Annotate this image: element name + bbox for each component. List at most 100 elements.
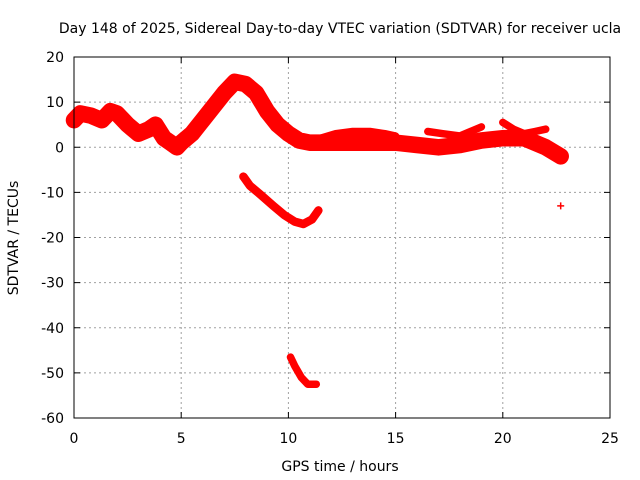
series-upper-arc-20-22: [499, 118, 550, 138]
data-point: [149, 123, 156, 130]
data-point: [238, 80, 245, 87]
data-point: [266, 111, 273, 118]
data-point: [535, 127, 542, 134]
data-point: [542, 144, 549, 151]
data-point: [223, 87, 230, 94]
data-point: [101, 114, 108, 121]
data-point: [456, 132, 463, 139]
data-point: [261, 104, 268, 111]
data-point: [161, 135, 168, 142]
data-point: [531, 128, 538, 135]
data-point: [299, 138, 306, 145]
data-point: [321, 134, 328, 141]
data-point: [557, 202, 565, 210]
data-point: [226, 84, 233, 91]
x-tick-label: 5: [177, 431, 186, 447]
data-point: [259, 100, 266, 107]
data-point: [524, 129, 531, 136]
data-point: [263, 108, 270, 115]
data-point: [284, 214, 291, 221]
x-tick-label: 0: [70, 431, 79, 447]
data-point: [231, 78, 238, 85]
data-point: [205, 110, 211, 117]
data-point: [188, 130, 195, 137]
series-upper-arc-11-15: [316, 127, 400, 142]
data-point: [460, 131, 467, 138]
data-point: [170, 141, 177, 148]
data-point: [378, 130, 385, 137]
data-point: [311, 213, 318, 220]
data-point: [539, 126, 546, 133]
data-point: [465, 140, 472, 147]
grid-lines: [74, 57, 610, 418]
data-point: [528, 129, 535, 136]
data-point: [424, 128, 431, 135]
data-point: [215, 96, 222, 103]
data-traces: [65, 73, 569, 388]
data-point: [503, 121, 510, 128]
data-point: [370, 129, 377, 136]
series-isolated-point: [557, 202, 565, 210]
data-point: [88, 112, 95, 119]
data-point: [191, 127, 198, 134]
data-point: [456, 141, 463, 148]
data-point: [291, 363, 298, 370]
data-point: [164, 137, 171, 144]
data-point: [452, 132, 459, 139]
data-point: [121, 118, 128, 125]
series-main-trace: [65, 73, 569, 165]
data-point: [138, 129, 145, 136]
data-point: [289, 358, 296, 365]
data-point: [146, 126, 153, 133]
data-point: [116, 113, 123, 120]
data-point: [267, 200, 274, 207]
y-tick-label: -10: [41, 185, 64, 201]
axes: 0 5 10 15 20 25 20 10 0 -10 -20 -30 -40 -50 -60: [41, 50, 619, 447]
data-point: [296, 219, 303, 226]
data-point: [257, 97, 264, 104]
data-point: [154, 125, 161, 132]
data-point: [467, 128, 474, 135]
data-point: [156, 128, 163, 135]
data-point: [242, 176, 249, 183]
data-point: [531, 139, 538, 146]
data-point: [263, 197, 270, 204]
data-point: [296, 137, 303, 144]
y-tick-label: -60: [41, 411, 64, 427]
data-point: [539, 142, 546, 149]
data-point: [210, 103, 217, 110]
data-point: [300, 220, 307, 227]
data-point: [199, 117, 206, 124]
y-axis-label: SDTVAR / TECUs: [6, 181, 22, 296]
data-point: [235, 79, 242, 86]
y-tick-label: 10: [46, 95, 64, 111]
data-point: [113, 110, 120, 117]
data-point: [229, 81, 236, 88]
y-tick-label: -40: [41, 321, 64, 337]
data-point: [298, 374, 305, 381]
data-point: [439, 130, 446, 137]
data-point: [510, 126, 517, 133]
data-point: [240, 173, 247, 180]
data-point: [253, 90, 260, 97]
data-point: [142, 127, 149, 134]
data-point: [194, 123, 201, 130]
data-point: [158, 131, 165, 138]
data-point: [269, 114, 276, 121]
data-point: [535, 141, 542, 148]
data-point: [448, 131, 455, 138]
series-low-arc: [286, 353, 321, 388]
data-point: [81, 111, 88, 118]
series-upper-arc-16-19: [424, 123, 486, 140]
data-point: [469, 139, 476, 146]
data-point: [308, 381, 315, 388]
data-point: [260, 194, 267, 201]
data-point: [374, 129, 381, 136]
data-point: [84, 111, 91, 118]
data-point: [292, 135, 299, 142]
data-point: [257, 191, 264, 198]
data-point: [524, 136, 531, 143]
data-point: [285, 130, 292, 137]
data-point: [213, 100, 220, 107]
data-point: [110, 109, 117, 116]
